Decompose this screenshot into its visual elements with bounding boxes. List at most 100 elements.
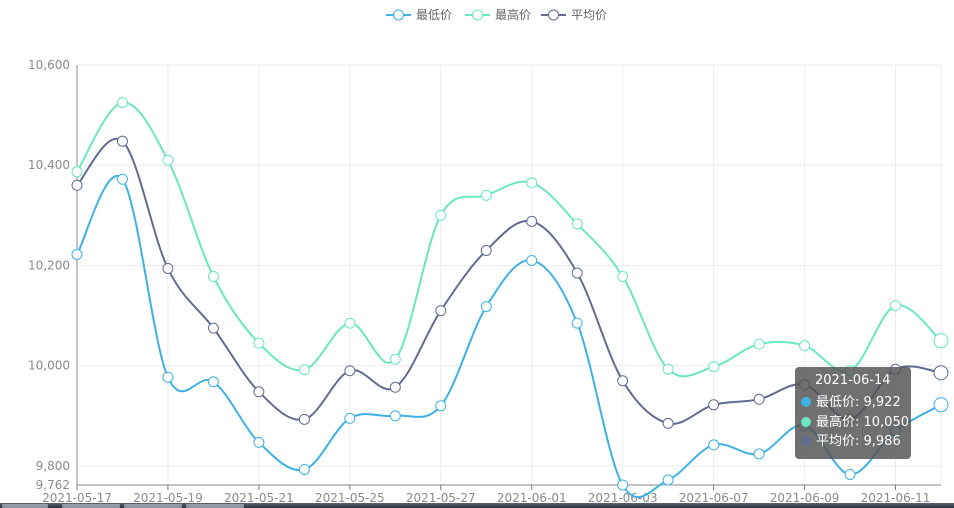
legend-item-avg[interactable]: 平均价	[541, 8, 607, 22]
data-point-low[interactable]	[71, 248, 83, 260]
data-point-avg[interactable]	[617, 375, 629, 387]
data-point-low[interactable]	[708, 439, 720, 451]
data-point-low[interactable]	[162, 371, 174, 383]
data-point-low[interactable]	[480, 301, 492, 313]
data-point-avg[interactable]	[116, 135, 128, 147]
tooltip-row-low: 最低价: 9,922	[795, 393, 911, 413]
legend-marker-high	[472, 9, 483, 21]
data-point-low[interactable]	[526, 254, 538, 266]
tooltip-value-avg: 平均价: 9,986	[816, 434, 901, 449]
data-point-high[interactable]	[298, 364, 310, 376]
x-tick-label: 2021-06-01	[497, 491, 567, 505]
data-point-avg[interactable]	[662, 417, 674, 429]
data-point-low[interactable]	[207, 376, 219, 388]
y-tick-label: 9,762	[36, 478, 70, 492]
data-point-avg[interactable]	[298, 413, 310, 425]
taskbar-button[interactable]	[124, 504, 182, 508]
x-tick-label: 2021-05-17	[42, 491, 112, 505]
data-point-high[interactable]	[753, 338, 765, 350]
data-point-avg[interactable]	[753, 393, 765, 405]
tooltip-value-low: 最低价: 9,922	[816, 395, 901, 410]
data-point-high[interactable]	[253, 337, 265, 349]
y-tick-label: 10,600	[28, 58, 70, 72]
x-tick-label: 2021-06-03	[588, 491, 658, 505]
x-tick-label: 2021-06-11	[861, 491, 931, 505]
data-point-high[interactable]	[116, 97, 128, 109]
data-point-high[interactable]	[571, 218, 583, 230]
legend-label-avg: 平均价	[571, 8, 607, 22]
data-point-avg[interactable]	[344, 365, 356, 377]
data-point-high[interactable]	[708, 361, 720, 373]
taskbar	[0, 503, 954, 508]
data-point-low[interactable]	[389, 410, 401, 422]
data-point-high[interactable]	[162, 154, 174, 166]
data-point-high[interactable]	[890, 300, 902, 312]
data-point-avg[interactable]	[526, 215, 538, 227]
data-point-high[interactable]	[617, 271, 629, 283]
data-point-high[interactable]	[662, 363, 674, 375]
tooltip-row-high: 最高价: 10,050	[795, 413, 911, 433]
data-point-low[interactable]	[662, 474, 674, 486]
data-point-high[interactable]	[71, 166, 83, 178]
tooltip-value-high: 最高价: 10,050	[816, 414, 909, 430]
tooltip-dot-low	[801, 397, 811, 407]
data-point-high[interactable]	[207, 271, 219, 283]
data-point-low[interactable]	[116, 173, 128, 185]
data-point-high[interactable]	[344, 317, 356, 329]
data-point-high[interactable]	[933, 333, 949, 349]
data-point-avg[interactable]	[71, 179, 83, 191]
data-point-avg[interactable]	[162, 262, 174, 274]
data-point-avg[interactable]	[480, 244, 492, 256]
data-point-low[interactable]	[933, 397, 949, 413]
data-point-avg[interactable]	[253, 386, 265, 398]
tooltip-row-avg: 平均价: 9,986	[795, 432, 911, 452]
tooltip-dot-avg	[801, 436, 811, 446]
data-point-low[interactable]	[617, 479, 629, 491]
data-point-low[interactable]	[571, 317, 583, 329]
x-tick-label: 2021-05-27	[406, 491, 476, 505]
data-point-avg[interactable]	[435, 305, 447, 317]
data-point-avg[interactable]	[571, 267, 583, 279]
x-tick-label: 2021-05-25	[315, 491, 385, 505]
tooltip-title: 2021-06-14	[815, 373, 891, 388]
series-points[interactable]	[71, 97, 949, 491]
legend-label-high: 最高价	[495, 7, 531, 22]
data-point-high[interactable]	[480, 189, 492, 201]
y-tick-label: 10,000	[28, 359, 70, 373]
legend-marker-low	[393, 9, 404, 21]
legend-marker-avg	[548, 9, 559, 21]
legend[interactable]: 最低价 最高价 平均价	[386, 7, 607, 22]
data-point-high[interactable]	[526, 177, 538, 189]
data-point-high[interactable]	[389, 353, 401, 365]
data-point-avg[interactable]	[389, 381, 401, 393]
legend-label-low: 最低价	[416, 8, 452, 22]
data-point-low[interactable]	[253, 436, 265, 448]
y-tick-label: 9,800	[36, 459, 70, 473]
y-tick-label: 10,400	[28, 158, 70, 172]
data-point-high[interactable]	[799, 340, 811, 352]
x-tick-label: 2021-06-09	[770, 491, 840, 505]
taskbar-button[interactable]	[186, 504, 244, 508]
tooltip-dot-high	[801, 416, 811, 427]
data-point-avg[interactable]	[933, 365, 949, 381]
data-point-low[interactable]	[753, 448, 765, 460]
taskbar-button[interactable]	[62, 504, 120, 508]
data-point-low[interactable]	[435, 400, 447, 412]
series-line-avg	[76, 137, 942, 425]
x-tick-label: 2021-06-07	[679, 491, 749, 505]
taskbar-button[interactable]	[2, 504, 48, 508]
y-tick-label: 10,200	[28, 258, 70, 272]
x-tick-label: 2021-05-19	[133, 491, 203, 505]
data-point-high[interactable]	[435, 209, 447, 221]
data-point-avg[interactable]	[207, 322, 219, 334]
data-point-avg[interactable]	[708, 399, 720, 411]
data-point-low[interactable]	[298, 463, 310, 475]
data-point-low[interactable]	[844, 468, 856, 480]
data-point-low[interactable]	[344, 412, 356, 424]
legend-item-low[interactable]: 最低价	[386, 8, 452, 22]
legend-item-high[interactable]: 最高价	[465, 7, 531, 22]
x-tick-label: 2021-05-21	[224, 491, 294, 505]
data-tooltip: 2021-06-14 最低价: 9,922 最高价: 10,050 平均价: 9…	[795, 367, 911, 459]
axes: 9,762 9,800 10,000 10,200 10,400 10,600 2021-0…	[28, 58, 941, 505]
